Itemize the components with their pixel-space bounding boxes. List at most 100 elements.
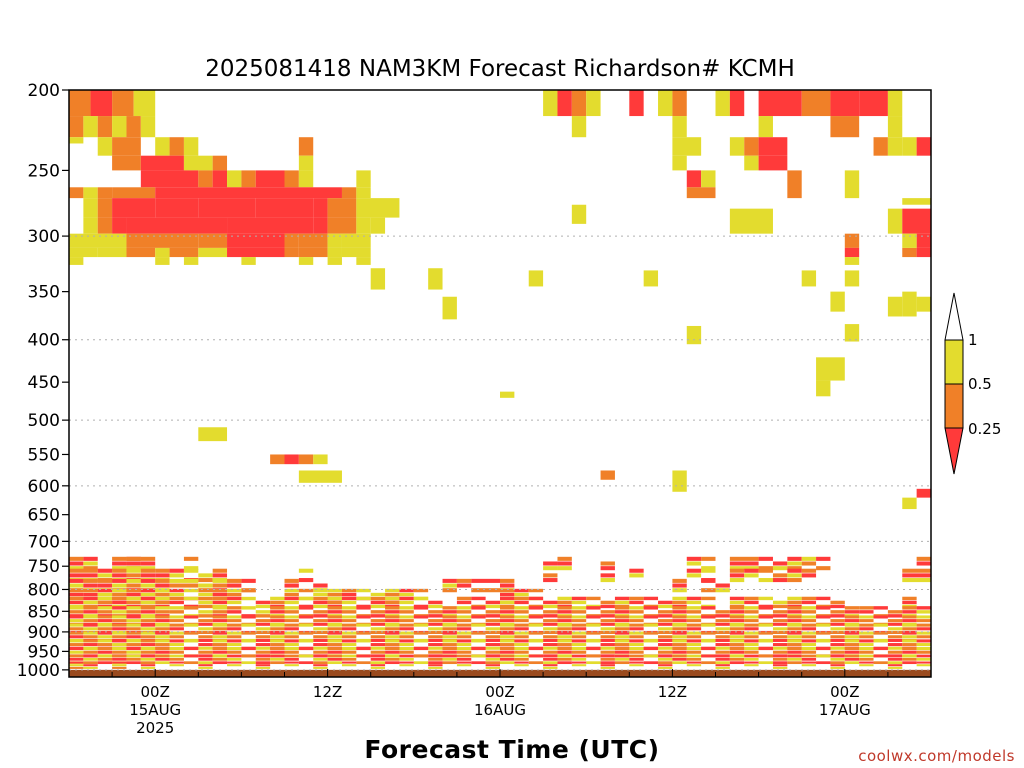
ri-cell [155, 650, 170, 654]
ri-cell [270, 647, 285, 651]
ri-cell [672, 583, 687, 588]
ri-cell [155, 592, 170, 597]
ri-cell [140, 615, 156, 619]
ri-cell [916, 664, 931, 667]
ri-cell [169, 610, 184, 614]
ri-cell [701, 170, 716, 188]
ri-cell [198, 588, 213, 593]
ri-cell [686, 627, 702, 631]
ri-cell [485, 622, 500, 626]
ri-cell [887, 627, 903, 631]
ri-cell [241, 257, 256, 265]
ri-cell [801, 615, 817, 619]
colorbar-bottom-arrow [944, 427, 964, 475]
ri-cell [686, 596, 702, 601]
ri-cell [270, 596, 285, 601]
ri-cell [916, 247, 931, 258]
x-tick-label: 16AUG [474, 701, 526, 719]
ri-cell [600, 610, 615, 614]
ri-cell [198, 664, 213, 667]
ri-cell [600, 650, 615, 654]
ri-cell [672, 635, 687, 639]
ri-cell [428, 627, 443, 631]
ri-cell [212, 600, 228, 605]
ri-cell [126, 623, 141, 627]
ri-cell [744, 661, 759, 664]
ri-cell [830, 657, 845, 661]
ri-cell [787, 573, 802, 578]
ri-cell [758, 568, 773, 573]
ri-cell [816, 596, 831, 601]
ri-cell [816, 631, 831, 635]
ri-cell [701, 647, 716, 651]
ri-cell [729, 566, 759, 571]
ri-cell [528, 647, 544, 651]
ri-cell [227, 170, 242, 188]
ri-cell [183, 566, 199, 571]
ri-cell [456, 610, 472, 614]
ri-cell [112, 561, 127, 566]
ri-cell [112, 650, 127, 654]
ri-cell [370, 268, 386, 290]
ri-cell [543, 566, 558, 571]
ri-cell [715, 664, 730, 667]
ri-cell [428, 650, 443, 654]
y-tick-label: 400 [28, 331, 60, 351]
ri-cell [887, 661, 903, 665]
ri-cell [313, 627, 328, 631]
ri-cell [69, 247, 98, 258]
ri-cell [385, 619, 400, 623]
ri-cell [155, 657, 170, 661]
ri-cell [801, 643, 817, 647]
ri-cell [902, 578, 931, 583]
ri-cell [284, 610, 299, 614]
ri-cell [528, 661, 544, 665]
ri-cell [485, 650, 500, 654]
ri-cell [112, 666, 127, 669]
ri-cell [571, 650, 587, 654]
ri-cell [198, 596, 213, 601]
ri-cell [169, 650, 184, 654]
ri-cell [227, 247, 285, 258]
ri-cell [140, 650, 156, 654]
ri-cell [629, 639, 644, 643]
ri-cell [298, 247, 328, 258]
ri-cell [112, 664, 127, 667]
ri-cell [112, 631, 127, 635]
ri-cell [672, 578, 687, 583]
ri-cell [672, 650, 687, 654]
ri-cell [385, 661, 400, 665]
ri-cell [341, 623, 357, 627]
ri-cell [83, 650, 98, 654]
ri-cell [385, 635, 400, 639]
ri-cell [658, 619, 673, 623]
ri-cell [729, 619, 745, 623]
ri-cell [715, 588, 730, 593]
ri-cell [744, 623, 759, 627]
ri-cell [341, 247, 371, 258]
ri-cell [155, 661, 170, 665]
ri-cell [844, 324, 860, 342]
ri-cell [112, 619, 127, 623]
ri-cell [126, 639, 141, 643]
ri-cell [140, 596, 156, 601]
ri-cell [69, 233, 127, 248]
ri-cell [140, 561, 156, 566]
ri-cell [658, 664, 673, 667]
ri-cell [69, 654, 84, 658]
ri-cell [844, 657, 860, 661]
ri-cell [370, 657, 386, 661]
ri-cell [270, 610, 285, 614]
ri-cell [126, 643, 141, 647]
ri-cell [183, 596, 199, 601]
ri-cell [241, 661, 256, 665]
ri-cell [140, 116, 156, 138]
ri-cell [571, 623, 587, 627]
ri-cell [744, 596, 759, 601]
ri-cell [370, 661, 386, 665]
ri-cell [456, 657, 472, 661]
y-tick-label: 700 [28, 532, 60, 552]
ri-cell [902, 615, 917, 619]
ri-cell [370, 635, 386, 639]
